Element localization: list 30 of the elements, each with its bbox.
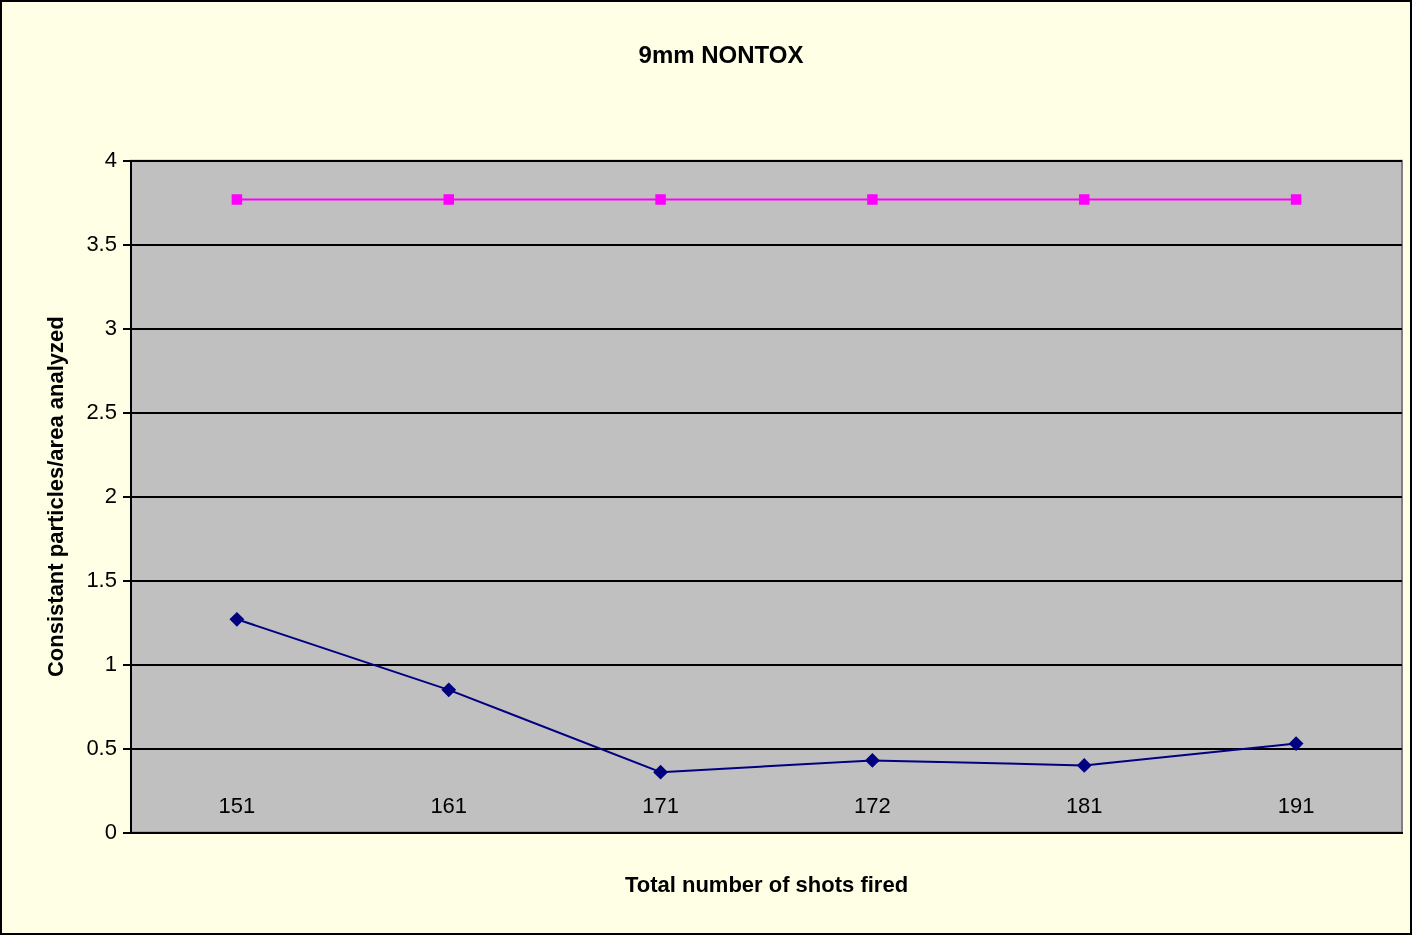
point [443,194,454,205]
x-tick-label: 181 [1065,792,1103,818]
point [867,194,878,205]
point [1289,736,1304,751]
point [655,194,666,205]
y-tick-label: 2.5 [86,398,117,424]
y-axis-title: Consistant particles/area analyzed [43,316,69,678]
y-tick-label: 3.5 [86,230,117,256]
point [229,612,244,627]
x-tick-label: 151 [218,792,256,818]
y-tick-label: 1 [104,650,117,676]
y-tick-label: 3 [104,314,117,340]
point [1077,758,1092,773]
point [1290,194,1302,205]
x-tick-label: 172 [854,792,891,818]
x-tick-label: 191 [1277,792,1315,818]
x-tick-label: 171 [642,792,679,818]
x-axis-title: Total number of shots fired [624,871,909,897]
point [653,765,668,780]
point [1079,194,1090,205]
y-tick-label: 2 [104,482,117,508]
point [441,682,456,697]
y-tick-label: 0 [104,818,117,844]
point [231,194,243,205]
point [865,753,880,768]
y-tick-label: 4 [104,146,117,172]
y-tick-label: 0.5 [86,734,117,760]
y-tick-label: 1.5 [86,566,117,592]
x-tick-label: 161 [430,792,468,818]
chart-title: 9mm NONTOX [638,41,804,69]
